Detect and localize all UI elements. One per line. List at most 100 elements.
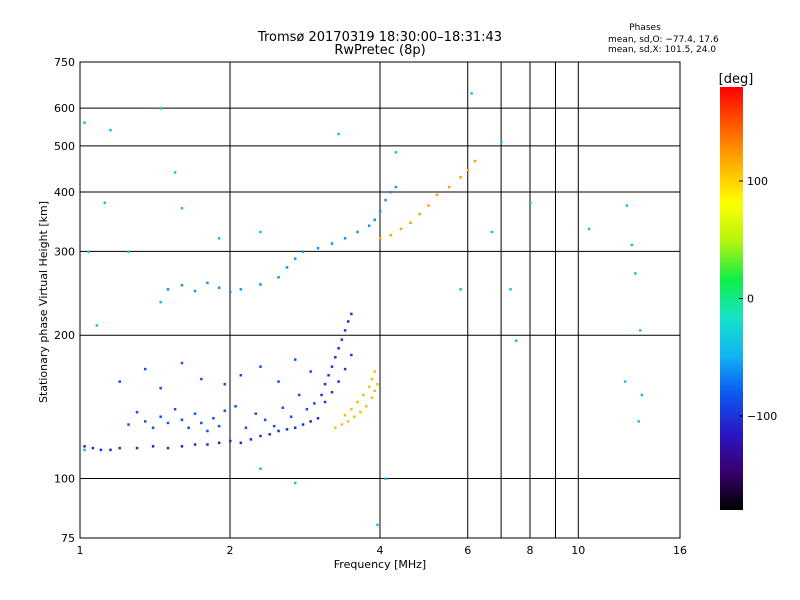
y-axis-label: Stationary phase Virtual Height [km] [37,201,50,403]
data-point [229,290,232,294]
data-point [193,443,197,446]
data-point [83,445,86,448]
data-point [515,339,518,342]
data-point [334,356,337,359]
colorbar-ticks: 100 0 −100 [739,175,777,423]
data-point [268,433,271,436]
data-point [309,370,312,373]
data-point [83,448,86,452]
data-point [143,367,147,371]
data-point [285,266,289,269]
chart-title: Tromsø 20170319 18:30:00–18:31:43 [257,30,502,45]
data-point [353,415,356,418]
data-point [166,446,170,450]
chart-subtitle: RwPretec (8p) [334,43,425,58]
data-point [297,393,301,397]
data-point [83,121,86,124]
data-point [346,320,350,323]
data-point [234,405,237,408]
data-point [91,446,95,450]
data-point [223,409,227,412]
data-point [356,400,359,404]
data-point [166,421,170,425]
data-point [625,204,629,207]
data-point [95,324,99,327]
data-point [193,412,197,415]
data-point [293,358,297,361]
data-point [330,365,334,368]
x-tick-label: 16 [673,544,687,557]
data-point [367,224,371,228]
data-point [272,424,276,428]
info-line-x: mean, sd,X: 101.5, 24.0 [608,45,716,55]
data-point [409,221,412,225]
data-point [135,410,139,414]
data-point [389,190,393,194]
data-point [337,380,340,383]
data-point [143,420,147,423]
data-point [490,230,494,234]
y-axis-ticks: 75 100 200 300 400 500 600 750 [54,56,75,545]
x-tick-label: 1 [77,544,84,557]
data-point [389,233,393,237]
data-point [473,159,477,163]
data-point [99,448,103,452]
data-point [350,353,353,357]
y-tick-label: 100 [54,473,75,486]
data-point [180,284,184,287]
data-point [634,272,637,275]
data-point [180,418,184,422]
data-point [180,207,184,210]
data-point [399,227,403,231]
colorbar-tick-label: 0 [747,293,754,306]
x-tick-label: 4 [377,544,384,557]
data-point [343,367,347,371]
data-point [630,243,634,247]
data-point [639,329,642,332]
data-point [509,288,512,291]
data-point [376,523,379,527]
data-point [293,426,297,429]
x-axis-ticks: 1 2 4 6 8 10 16 [77,544,688,557]
data-point [217,424,221,428]
data-point [103,201,107,205]
data-point [367,385,371,389]
data-point [180,445,184,448]
colorbar [720,87,743,510]
data-point [373,370,377,373]
data-point [229,439,232,443]
data-point [350,312,353,316]
data-point [365,405,368,408]
data-point [343,413,347,417]
info-line-o: mean, sd,O: −77.4, 17.6 [608,35,719,45]
data-point [159,415,162,418]
x-axis-label: Frequency [MHz] [334,558,426,571]
colorbar-tick-label: 100 [747,175,768,188]
data-point [637,420,640,423]
data-point [239,288,243,291]
data-point [330,390,334,394]
data-point [206,443,209,446]
data-point [623,380,627,383]
y-tick-label: 200 [54,329,75,342]
data-point [259,365,262,368]
data-point [640,393,644,397]
y-tick-label: 750 [54,56,75,69]
data-point [151,445,155,448]
data-point [259,230,262,234]
data-point [500,140,503,144]
data-point [277,276,280,279]
data-point [379,237,382,240]
data-point [206,281,209,285]
data-point [370,377,374,381]
data-point [109,448,112,452]
data-point [334,426,337,429]
data-point [373,389,377,393]
data-point [118,380,121,383]
data-point [340,423,344,426]
data-point [159,300,162,304]
data-point [301,423,305,426]
data-point [418,212,421,216]
data-point [340,338,344,341]
data-point [244,426,248,429]
